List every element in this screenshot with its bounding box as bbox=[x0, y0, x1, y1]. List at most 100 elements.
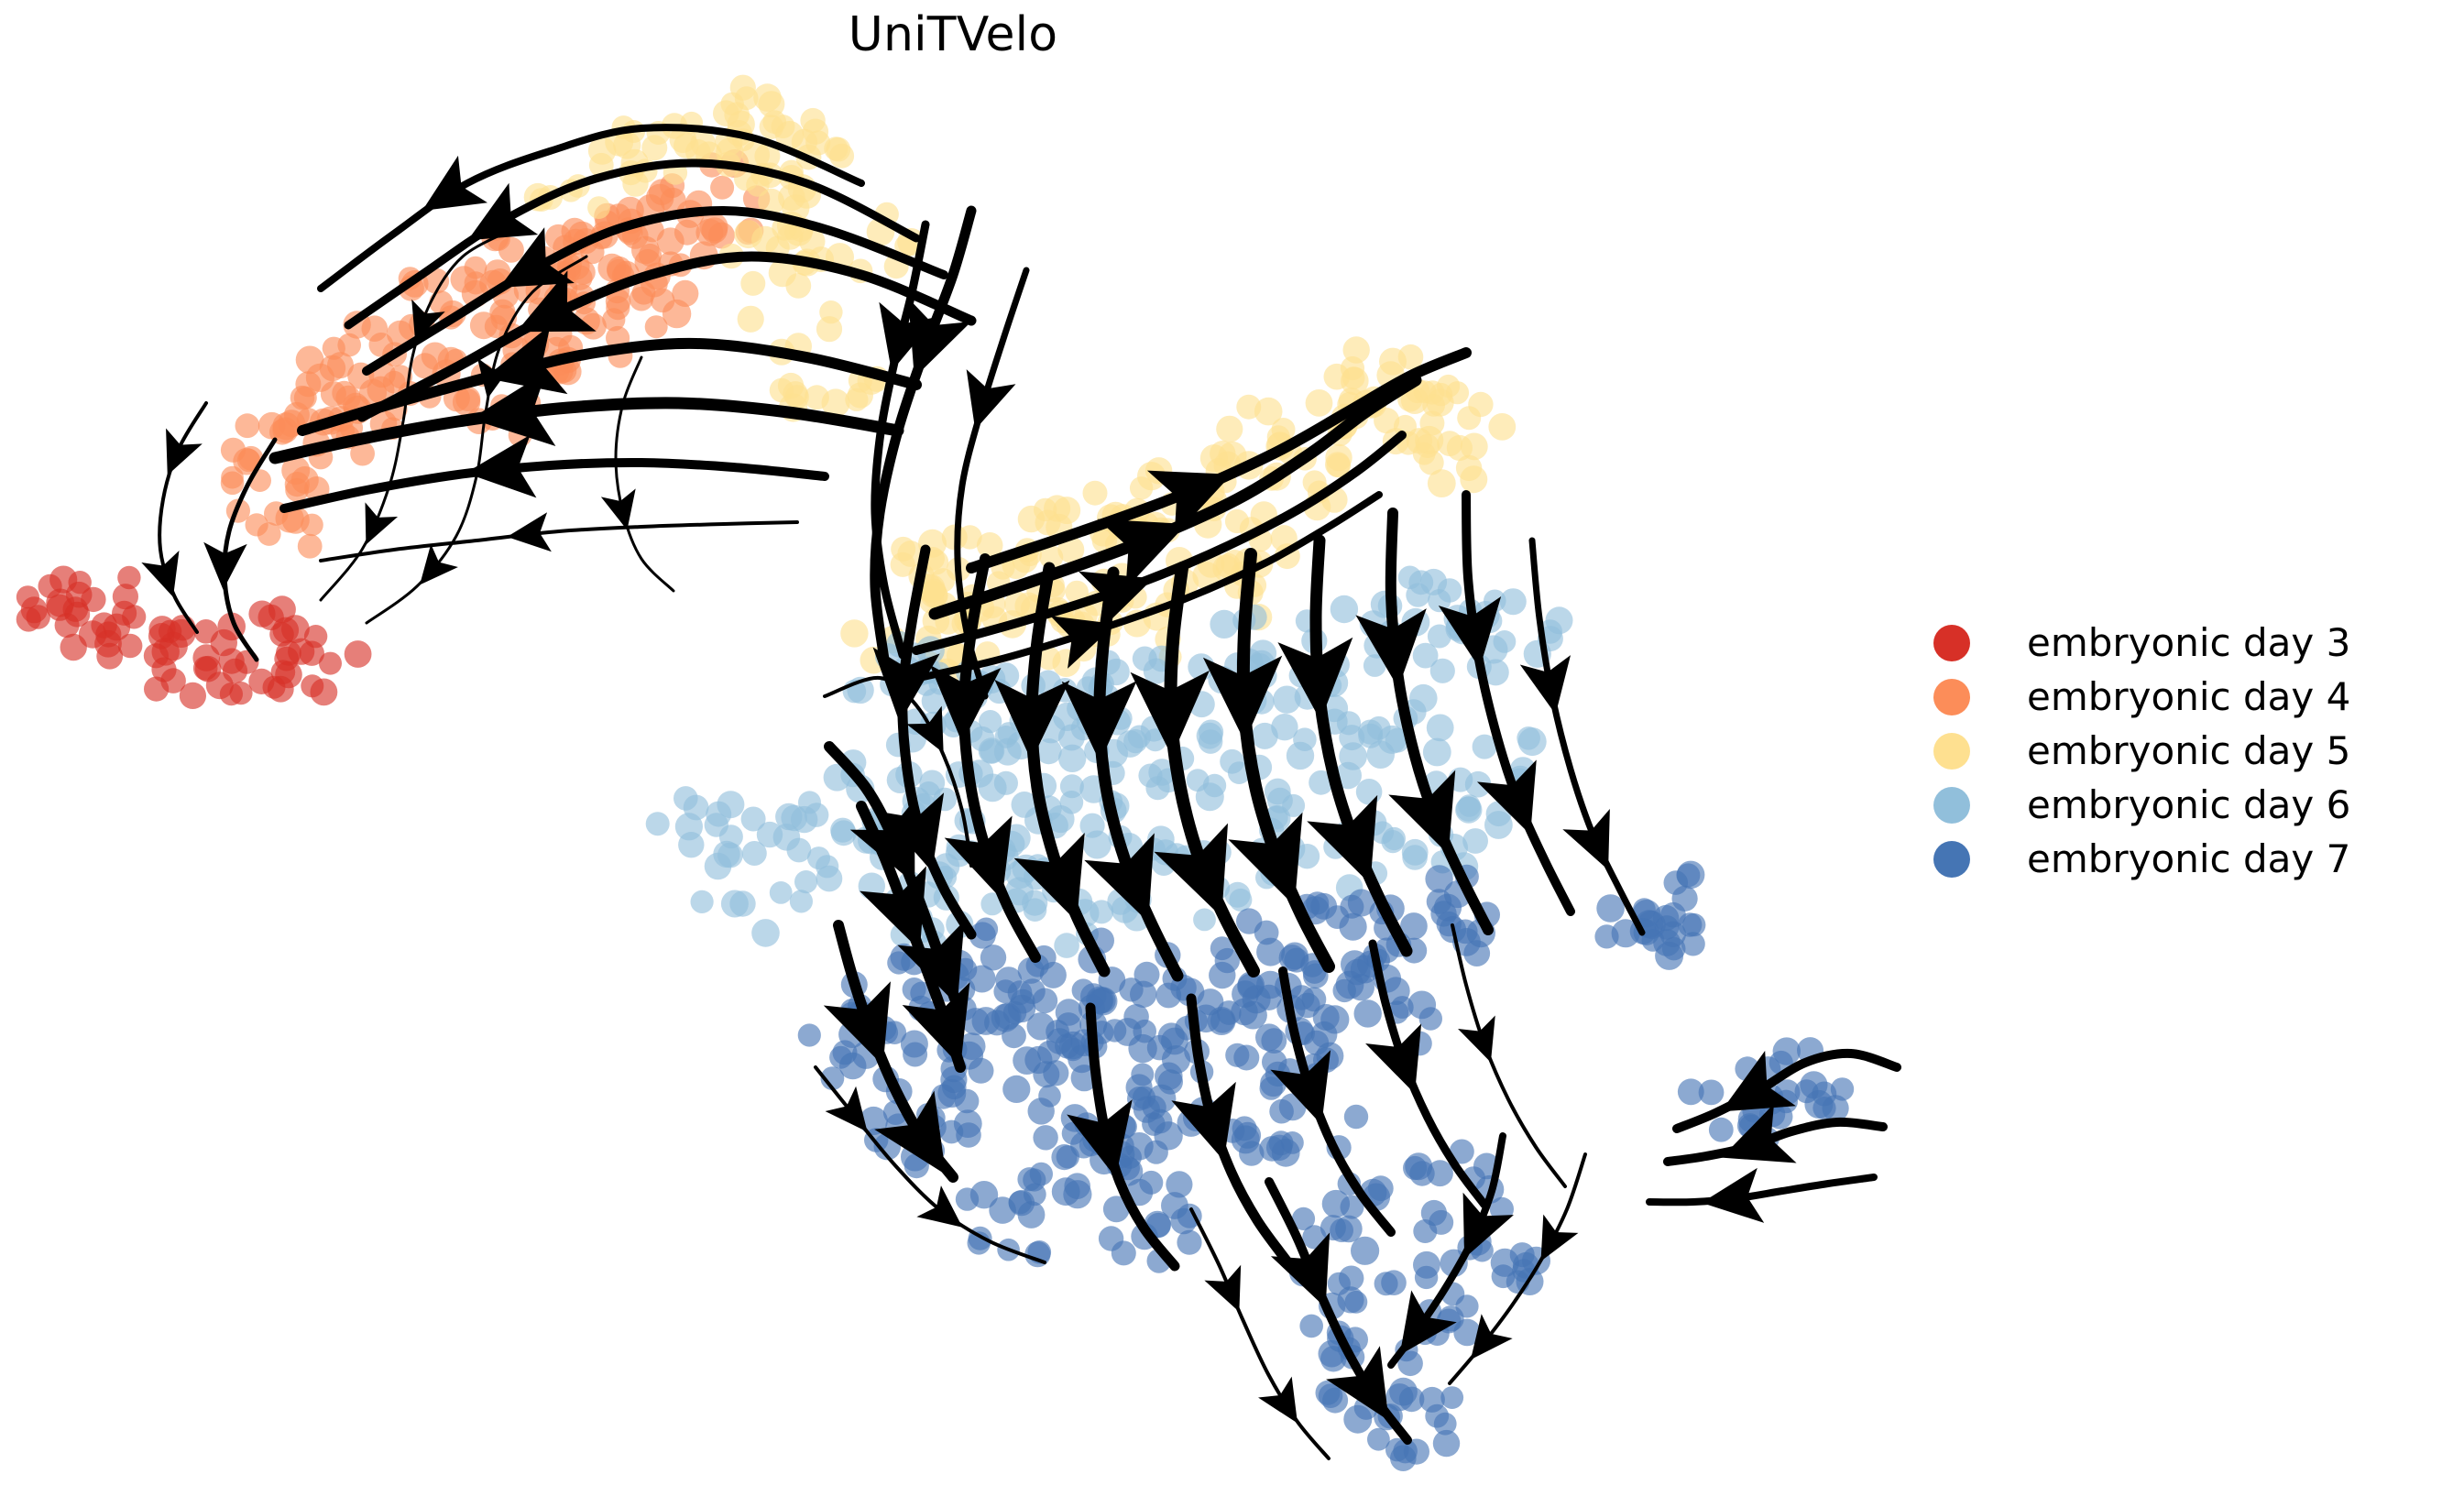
streamline-arrow-icon bbox=[422, 155, 488, 212]
scatter-point bbox=[1419, 410, 1445, 436]
scatter-point bbox=[980, 945, 1007, 971]
scatter-point bbox=[1397, 565, 1422, 590]
scatter-point bbox=[580, 312, 607, 340]
streamline bbox=[365, 255, 588, 625]
streamline-arrow-icon bbox=[906, 705, 944, 753]
scatter-point bbox=[1032, 988, 1058, 1014]
scatter-point bbox=[994, 726, 1018, 748]
scatter-point bbox=[1334, 761, 1363, 790]
scatter-point bbox=[1482, 659, 1509, 686]
scatter-point bbox=[361, 315, 389, 343]
scatter-point bbox=[1265, 1134, 1293, 1162]
scatter-point bbox=[672, 279, 699, 307]
scatter-point bbox=[222, 658, 248, 683]
scatter-point bbox=[1353, 999, 1382, 1028]
streamline-path bbox=[158, 401, 208, 634]
scatter-point bbox=[1249, 639, 1277, 667]
scatter-point bbox=[1035, 738, 1062, 765]
scatter-point bbox=[717, 791, 745, 819]
streamline bbox=[1519, 537, 1646, 936]
scatter-point bbox=[16, 606, 41, 632]
legend-item-4[interactable]: embryonic day 6 bbox=[1924, 778, 2437, 832]
streamline-path bbox=[966, 347, 1472, 573]
streamline-arrow-icon bbox=[411, 299, 445, 342]
scatter-point bbox=[1426, 714, 1454, 742]
streamline-arrow-icon bbox=[516, 270, 597, 333]
legend-item-label: embryonic day 5 bbox=[2027, 727, 2351, 773]
legend-item-3[interactable]: embryonic day 5 bbox=[1924, 724, 2437, 778]
scatter-point bbox=[699, 213, 728, 242]
streamline-path bbox=[317, 124, 865, 292]
scatter-point bbox=[78, 620, 107, 649]
scatter-point bbox=[816, 316, 843, 343]
scatter-point bbox=[797, 1023, 821, 1047]
scatter-point bbox=[717, 842, 743, 868]
scatter-point bbox=[1293, 727, 1317, 751]
scatter-point bbox=[1341, 950, 1369, 978]
streamline-arrow-icon bbox=[1307, 794, 1378, 884]
streamline-arrow-icon bbox=[916, 1185, 963, 1228]
scatter-point bbox=[1332, 978, 1356, 1003]
streamline bbox=[929, 553, 1041, 963]
scatter-point bbox=[1409, 683, 1438, 713]
scatter-point bbox=[1008, 1189, 1035, 1217]
streamline-arrow-icon bbox=[1067, 1099, 1133, 1178]
scatter-point bbox=[1309, 770, 1333, 795]
scatter-point bbox=[751, 225, 780, 254]
scatter-point bbox=[1065, 580, 1089, 605]
streamline bbox=[600, 355, 675, 593]
streamline-arrow-icon bbox=[872, 647, 940, 723]
scatter-point bbox=[784, 385, 809, 409]
scatter-point bbox=[740, 806, 766, 832]
scatter-point bbox=[1681, 932, 1705, 956]
legend-item-2[interactable]: embryonic day 4 bbox=[1924, 670, 2437, 724]
legend-swatch-icon bbox=[1933, 678, 1970, 715]
streamline bbox=[1202, 548, 1335, 973]
legend-item-1[interactable]: embryonic day 3 bbox=[1924, 616, 2437, 670]
scatter-point bbox=[1812, 1097, 1836, 1120]
streamline-arrow-icon bbox=[1154, 823, 1229, 917]
scatter-point bbox=[930, 1084, 957, 1109]
scatter-point bbox=[1440, 1386, 1464, 1409]
scatter-point bbox=[1449, 1139, 1474, 1164]
streamline-arrow-icon bbox=[203, 541, 247, 590]
streamline bbox=[1646, 1167, 1878, 1223]
scatter-point bbox=[220, 471, 245, 496]
streamline-path bbox=[1528, 537, 1646, 936]
scatter-point bbox=[758, 188, 785, 215]
streamline bbox=[319, 512, 799, 562]
scatter-point bbox=[272, 412, 301, 441]
scatter-point bbox=[923, 549, 949, 575]
streamline-arrow-icon bbox=[944, 815, 1013, 901]
scatter-point bbox=[1157, 1022, 1185, 1050]
scatter-point bbox=[1772, 1037, 1801, 1065]
legend-item-5[interactable]: embryonic day 7 bbox=[1924, 832, 2437, 886]
streamline-arrow-icon bbox=[1540, 1214, 1579, 1261]
streamline bbox=[1672, 1048, 1901, 1133]
scatter-series-embryonic-day-3 bbox=[16, 565, 372, 710]
scatter-point bbox=[804, 803, 829, 827]
scatter-point bbox=[976, 532, 1003, 559]
scatter-point bbox=[1055, 999, 1083, 1026]
page-title: UniTVelo bbox=[848, 7, 1058, 62]
scatter-point bbox=[1002, 1075, 1031, 1103]
scatter-point bbox=[1382, 977, 1410, 1005]
streamline-path bbox=[319, 520, 799, 562]
streamline-arrow-icon bbox=[420, 543, 458, 585]
scatter-point bbox=[718, 824, 743, 849]
streamline-arrow-icon bbox=[1258, 1376, 1298, 1424]
scatter-point bbox=[1794, 1079, 1819, 1104]
streamline-arrow-icon bbox=[476, 357, 512, 399]
streamline bbox=[814, 1065, 1046, 1264]
scatter-point bbox=[1430, 901, 1457, 927]
scatter-point bbox=[1398, 1386, 1425, 1413]
scatter-point bbox=[710, 175, 735, 200]
streamline-arrow-icon bbox=[1721, 1050, 1796, 1112]
scatter-point bbox=[1330, 595, 1359, 624]
scatter-point bbox=[1437, 431, 1462, 457]
scatter-point bbox=[799, 228, 826, 255]
scatter-point bbox=[1453, 1318, 1481, 1347]
scatter-point bbox=[1397, 1350, 1423, 1377]
legend-item-label: embryonic day 6 bbox=[2027, 781, 2351, 827]
streamline-arrow-icon bbox=[1130, 670, 1210, 757]
